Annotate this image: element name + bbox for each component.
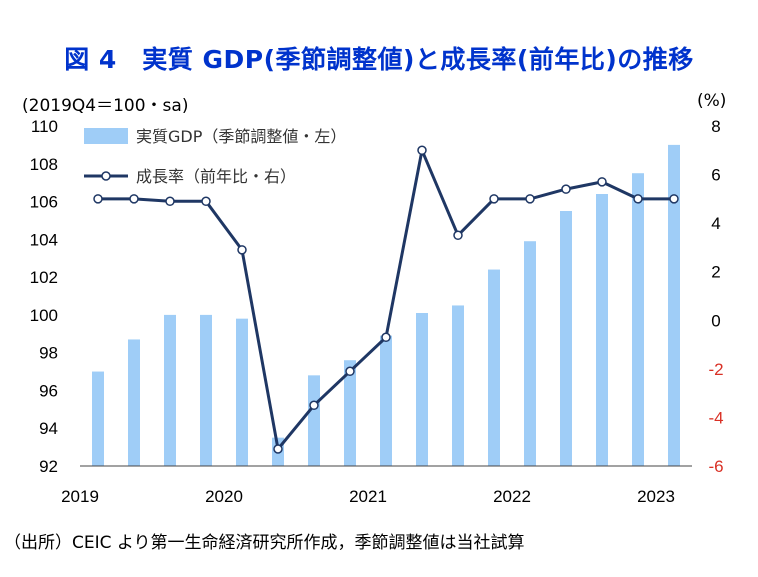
growth-rate-point [561,184,571,194]
left-tick-label: 92 [39,457,58,476]
left-tick-label: 94 [39,419,58,438]
right-tick-label: 6 [711,166,720,185]
growth-rate-point [669,194,679,204]
growth-rate-point [453,230,463,241]
gdp-bar [668,144,680,466]
gdp-bar [236,318,248,466]
right-tick-label: -4 [708,408,723,427]
gdp-bar [92,371,104,466]
left-axis-unit: (2019Q4＝100・sa) [22,96,189,116]
growth-rate-point [273,444,283,454]
growth-rate-point [129,194,139,204]
right-tick-label: 0 [711,311,720,330]
right-axis-unit: (%) [697,91,727,111]
x-tick-label: 2022 [493,487,531,506]
growth-rate-point [165,196,175,207]
right-tick-label: -6 [708,457,723,476]
x-tick-label: 2019 [61,487,99,506]
left-tick-label: 100 [30,306,58,325]
x-tick-label: 2020 [205,487,243,506]
growth-rate-point [309,400,319,411]
gdp-bar [452,305,464,466]
growth-rate-point [201,196,211,207]
source-note: （出所）CEIC より第一生命経済研究所作成，季節調整値は当社試算 [4,533,525,553]
left-tick-label: 106 [30,193,58,212]
gdp-bar [416,313,428,466]
growth-rate-point [489,194,499,204]
growth-rate-point [381,332,391,343]
gdp-bar [596,194,608,466]
x-tick-label: 2021 [349,487,387,506]
left-tick-label: 96 [39,381,58,400]
left-tick-label: 98 [39,344,58,363]
growth-rate-point [345,366,355,377]
gdp-bar [344,360,356,466]
gdp-bar [524,241,536,466]
legend-line-marker [101,171,111,181]
gdp-bar [488,269,500,466]
right-tick-label: -2 [708,360,723,379]
gdp-bar [560,211,572,466]
growth-rate-point [525,194,535,204]
left-tick-label: 110 [31,117,58,136]
left-tick-label: 108 [30,155,58,174]
chart-title: 図 4 実質 GDP(季節調整値)と成長率(前年比)の推移 [64,45,694,74]
legend-bar-label: 実質GDP（季節調整値・左） [136,127,346,146]
growth-rate-point [237,245,247,255]
gdp-bar [128,339,140,466]
right-tick-label: 2 [711,263,720,282]
legend-bar-swatch [84,128,128,144]
left-tick-label: 102 [30,268,58,287]
gdp-bar [200,314,212,466]
legend-line-label: 成長率（前年比・右） [136,167,296,186]
right-tick-label: 8 [711,117,720,136]
x-tick-label: 2023 [637,487,675,506]
gdp-bar [308,375,320,466]
gdp-bar [380,335,392,466]
gdp-bar [164,314,176,466]
growth-rate-point [633,194,643,204]
growth-rate-point [417,145,427,156]
growth-rate-point [93,194,103,204]
left-tick-label: 104 [30,230,58,249]
gdp-bar [632,173,644,466]
growth-rate-point [597,177,607,187]
right-tick-label: 4 [711,214,720,233]
